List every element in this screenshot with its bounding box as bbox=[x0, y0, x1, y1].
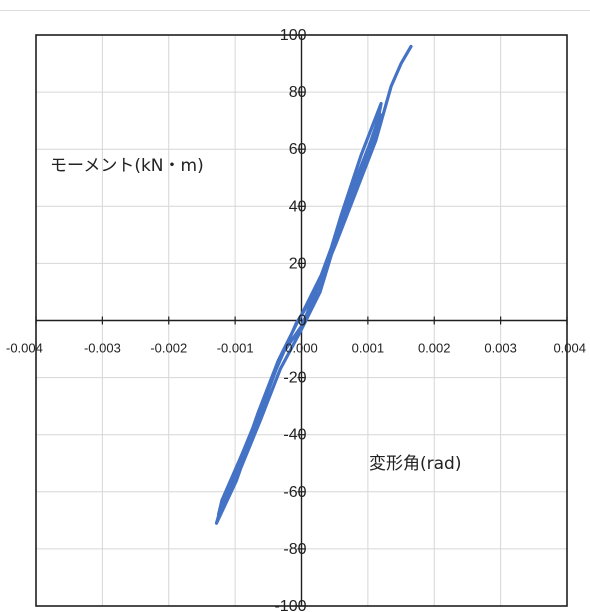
data-point bbox=[235, 479, 238, 482]
data-point bbox=[354, 190, 358, 194]
data-point bbox=[294, 322, 298, 325]
x-tick-label: 0.000 bbox=[285, 341, 318, 356]
y-tick-label: -20 bbox=[283, 370, 306, 387]
y-tick-label: 100 bbox=[280, 27, 307, 44]
data-point bbox=[274, 367, 278, 371]
y-axis-title: モーメント(kN・m) bbox=[50, 156, 204, 176]
data-point bbox=[276, 359, 280, 362]
data-point bbox=[215, 521, 218, 525]
y-tick-label: 60 bbox=[289, 141, 307, 158]
data-point bbox=[260, 404, 263, 408]
x-tick-labels: -0.004 -0.003 -0.002 -0.001 0.000 0.001 0.002 0… bbox=[6, 341, 586, 356]
data-point bbox=[314, 290, 318, 294]
data-point bbox=[336, 233, 340, 237]
x-tick-label: 0.003 bbox=[484, 341, 517, 356]
data-point bbox=[318, 290, 322, 294]
data-point bbox=[358, 167, 362, 171]
data-point bbox=[255, 421, 258, 425]
data-point bbox=[320, 279, 323, 282]
series-line bbox=[214, 44, 413, 525]
x-tick-label: -0.002 bbox=[150, 341, 187, 356]
data-point bbox=[278, 367, 282, 371]
y-tick-labels: 100 80 60 40 20 0 -20 -40 -60 -80 -100 bbox=[274, 27, 306, 612]
y-tick-label: -60 bbox=[283, 484, 306, 501]
data-point bbox=[296, 319, 300, 322]
data-point bbox=[389, 85, 393, 88]
data-series bbox=[214, 44, 413, 525]
x-tick-label: -0.001 bbox=[217, 341, 254, 356]
y-tick-label: -80 bbox=[283, 541, 306, 558]
x-tick-label: 0.004 bbox=[553, 341, 586, 356]
x-tick-label: -0.003 bbox=[84, 341, 121, 356]
x-axis-title: 変形角(rad) bbox=[369, 454, 461, 474]
data-point bbox=[298, 330, 302, 334]
data-point bbox=[300, 313, 303, 317]
data-point bbox=[359, 153, 363, 157]
data-point bbox=[376, 119, 380, 122]
data-point bbox=[219, 507, 222, 511]
data-point bbox=[340, 219, 343, 222]
data-point bbox=[300, 324, 303, 328]
data-point bbox=[409, 45, 413, 48]
y-tick-label: 80 bbox=[289, 84, 307, 101]
data-point bbox=[374, 139, 378, 142]
data-point bbox=[240, 453, 244, 456]
data-point bbox=[356, 179, 360, 182]
x-tick-label: 0.001 bbox=[352, 341, 385, 356]
data-point bbox=[379, 102, 383, 105]
x-tick-label: 0.002 bbox=[418, 341, 451, 356]
data-point bbox=[259, 419, 262, 422]
data-point bbox=[399, 62, 403, 65]
data-point bbox=[320, 273, 323, 277]
y-tick-label: -100 bbox=[274, 598, 306, 612]
window-top-divider bbox=[0, 10, 590, 11]
x-tick-label: -0.004 bbox=[6, 341, 43, 356]
data-point bbox=[340, 213, 343, 217]
data-point bbox=[316, 284, 320, 288]
y-tick-label: 40 bbox=[289, 198, 307, 215]
data-point bbox=[338, 224, 342, 228]
data-point bbox=[220, 499, 224, 502]
data-point bbox=[217, 513, 220, 516]
data-point bbox=[239, 467, 242, 471]
data-point bbox=[376, 130, 380, 134]
y-tick-label: -40 bbox=[283, 427, 306, 444]
data-point bbox=[379, 113, 383, 117]
data-point bbox=[334, 242, 338, 245]
data-point bbox=[257, 410, 260, 414]
data-point bbox=[280, 353, 283, 357]
data-point bbox=[237, 467, 240, 471]
y-tick-label: 20 bbox=[289, 255, 307, 272]
y-tick-label: 0 bbox=[298, 313, 307, 330]
